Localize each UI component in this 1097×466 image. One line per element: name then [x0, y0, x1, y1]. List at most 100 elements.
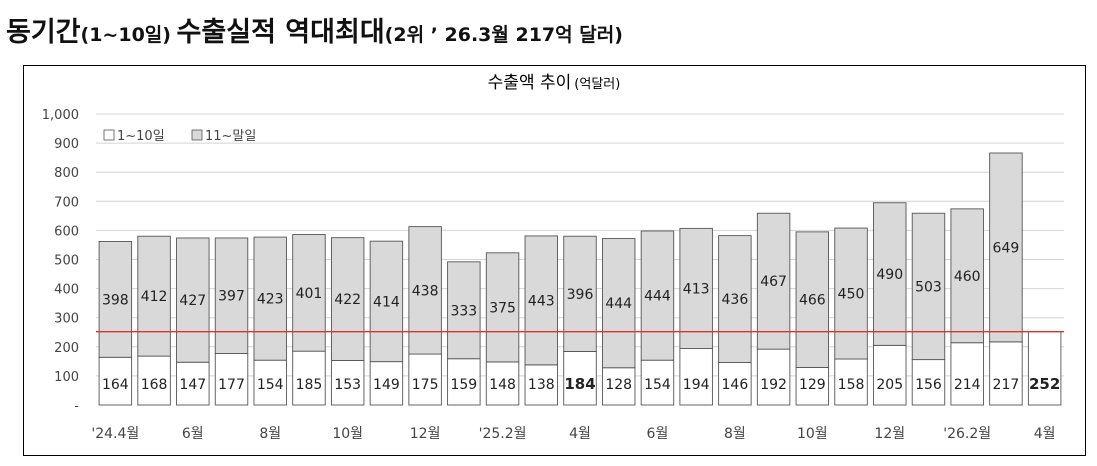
- x-tick-label: '26.2월: [943, 426, 991, 442]
- data-label-11-end: 375: [489, 300, 516, 316]
- bar-1-10: [756, 348, 791, 406]
- bar-11-end: [485, 252, 520, 363]
- data-label-1-10: 177: [218, 377, 245, 393]
- data-label-11-end: 503: [915, 279, 942, 295]
- y-tick-label: 800: [54, 166, 79, 181]
- data-label-11-end: 396: [567, 287, 594, 303]
- data-label-1-10: 129: [799, 377, 826, 393]
- bar-1-10: [1027, 331, 1062, 406]
- bar-1-10: [602, 367, 636, 406]
- data-label-1-10: 214: [954, 377, 981, 393]
- data-label-1-10: 175: [412, 377, 439, 393]
- export-chart: 수출액 추이 (억달러) - 100 200 300 400 500 600 700 800 900…: [42, 73, 1064, 442]
- data-label-11-end: 412: [141, 289, 168, 305]
- data-label-11-end: 401: [296, 286, 323, 302]
- bar-11-end: [718, 235, 752, 363]
- data-label-1-10: 168: [141, 377, 168, 393]
- x-tick-label: '24.4월: [91, 426, 139, 442]
- data-label-1-10: 194: [683, 377, 710, 393]
- data-label-11-end: 649: [993, 240, 1020, 256]
- data-label-11-end: 460: [954, 269, 981, 285]
- bar-1-10: [524, 364, 558, 406]
- x-tick-label: 10월: [332, 426, 363, 442]
- bar-1-10: [563, 351, 597, 406]
- bar-11-end: [98, 241, 133, 358]
- bar-11-end: [330, 237, 365, 361]
- y-tick-label: 600: [54, 224, 79, 239]
- bar-11-end: [137, 235, 171, 357]
- bar-1-10: [330, 360, 365, 406]
- data-label-11-end: 443: [528, 293, 555, 309]
- y-tick-label: -: [74, 399, 79, 414]
- bar-11-end: [408, 226, 442, 355]
- bar-1-10: [911, 359, 946, 406]
- data-label-1-10: 138: [528, 377, 555, 393]
- data-label-11-end: 444: [605, 296, 632, 312]
- data-label-11-end: 450: [838, 287, 865, 303]
- data-label-1-10: 185: [296, 377, 323, 393]
- bar-11-end: [795, 231, 830, 368]
- legend-swatch-11-end: [191, 129, 203, 141]
- data-label-11-end: 427: [179, 293, 206, 309]
- bar-1-10: [873, 344, 907, 406]
- data-label-11-end: 436: [722, 292, 749, 308]
- data-label-1-10: 217: [993, 377, 1020, 393]
- x-tick-label: 10월: [797, 426, 828, 442]
- chart-title-main: 수출액 추이: [488, 73, 572, 93]
- x-tick-label: 6월: [647, 426, 669, 442]
- data-label-1-10: 146: [722, 377, 749, 393]
- bar-11-end: [369, 240, 404, 363]
- y-tick-label: 100: [54, 370, 79, 385]
- bar-1-10: [408, 353, 442, 406]
- data-label-11-end: 398: [102, 292, 129, 308]
- y-tick-label: 900: [54, 137, 79, 152]
- bar-11-end: [756, 212, 791, 350]
- bar-1-10: [292, 350, 326, 406]
- bar-1-10: [137, 355, 171, 406]
- bar-11-end: [989, 152, 1023, 343]
- bar-1-10: [950, 342, 984, 406]
- data-label-1-10: 252: [1029, 375, 1060, 393]
- data-label-11-end: 413: [683, 281, 710, 297]
- data-label-11-end: 422: [334, 292, 361, 308]
- headline-paren-2: (2위 ’ 26.3월 217억 달러): [384, 24, 623, 46]
- data-label-1-10: 184: [564, 375, 595, 393]
- data-label-1-10: 147: [179, 377, 206, 393]
- data-label-1-10: 192: [760, 377, 787, 393]
- x-tick-label: 12월: [874, 426, 905, 442]
- y-tick-label: 200: [54, 341, 79, 356]
- y-tick-label: 1,000: [42, 108, 79, 123]
- x-tick-label: '25.2월: [479, 426, 527, 442]
- data-label-1-10: 154: [644, 377, 671, 393]
- y-tick-label: 700: [54, 195, 79, 210]
- x-tick-label: 8월: [259, 426, 281, 442]
- data-label-1-10: 148: [489, 377, 516, 393]
- bar-11-end: [834, 227, 868, 360]
- data-label-1-10: 159: [450, 377, 477, 393]
- bar-1-10: [214, 353, 249, 406]
- data-label-11-end: 423: [257, 292, 284, 308]
- bar-1-10: [989, 341, 1023, 406]
- x-tick-label: 8월: [724, 426, 746, 442]
- bar-1-10: [640, 359, 675, 406]
- data-label-1-10: 156: [915, 377, 942, 393]
- headline: 동기간(1~10일) 수출실적 역대최대(2위 ’ 26.3월 217억 달러): [6, 10, 623, 50]
- data-label-11-end: 466: [799, 293, 826, 309]
- x-tick-label: 4월: [569, 426, 591, 442]
- data-label-11-end: 438: [412, 283, 439, 299]
- headline-main-2: 수출실적 역대최대: [176, 17, 385, 48]
- x-tick-label: 12월: [410, 426, 441, 442]
- headline-paren-1: (1~10일): [80, 24, 171, 46]
- bar-11-end: [950, 208, 984, 344]
- chart-legend: 1~10일 11~말일: [103, 129, 256, 144]
- bar-11-end: [873, 202, 907, 346]
- legend-label-1-10: 1~10일: [117, 129, 165, 144]
- data-label-11-end: 397: [218, 289, 245, 305]
- data-label-11-end: 490: [876, 267, 903, 283]
- bar-11-end: [176, 237, 210, 363]
- data-label-1-10: 153: [334, 377, 361, 393]
- headline-main-1: 동기간: [6, 17, 81, 48]
- data-label-1-10: 128: [605, 377, 632, 393]
- bar-11-end: [640, 230, 675, 361]
- legend-swatch-1-10: [103, 129, 115, 141]
